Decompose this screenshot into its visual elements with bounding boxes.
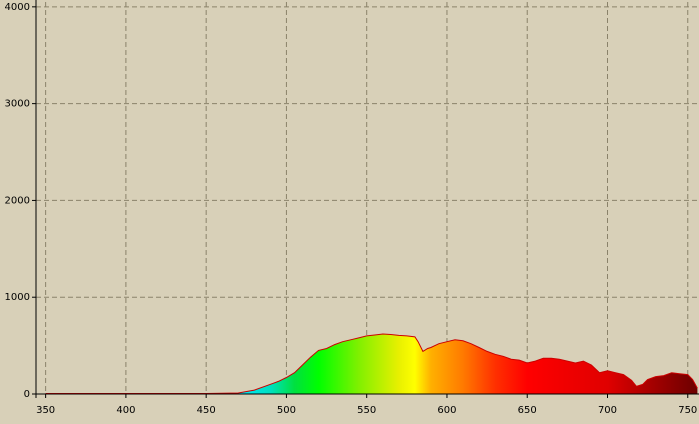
y-tick-label: 3000 bbox=[5, 99, 30, 110]
x-tick-label: 750 bbox=[678, 405, 697, 416]
y-tick-label: 2000 bbox=[5, 195, 30, 206]
x-tick-label: 350 bbox=[36, 405, 55, 416]
x-tick-label: 500 bbox=[277, 405, 296, 416]
y-tick-label: 4000 bbox=[5, 2, 30, 13]
x-tick-label: 650 bbox=[518, 405, 537, 416]
y-tick-label: 1000 bbox=[5, 292, 30, 303]
spectrum-line bbox=[45, 333, 698, 394]
x-tick-label: 600 bbox=[437, 405, 456, 416]
x-tick-label: 700 bbox=[598, 405, 617, 416]
x-tick-label: 550 bbox=[357, 405, 376, 416]
x-tick-label: 400 bbox=[116, 405, 135, 416]
x-tick-label: 450 bbox=[197, 405, 216, 416]
spectrum-area bbox=[45, 334, 698, 394]
y-tick-label: 0 bbox=[24, 389, 30, 400]
